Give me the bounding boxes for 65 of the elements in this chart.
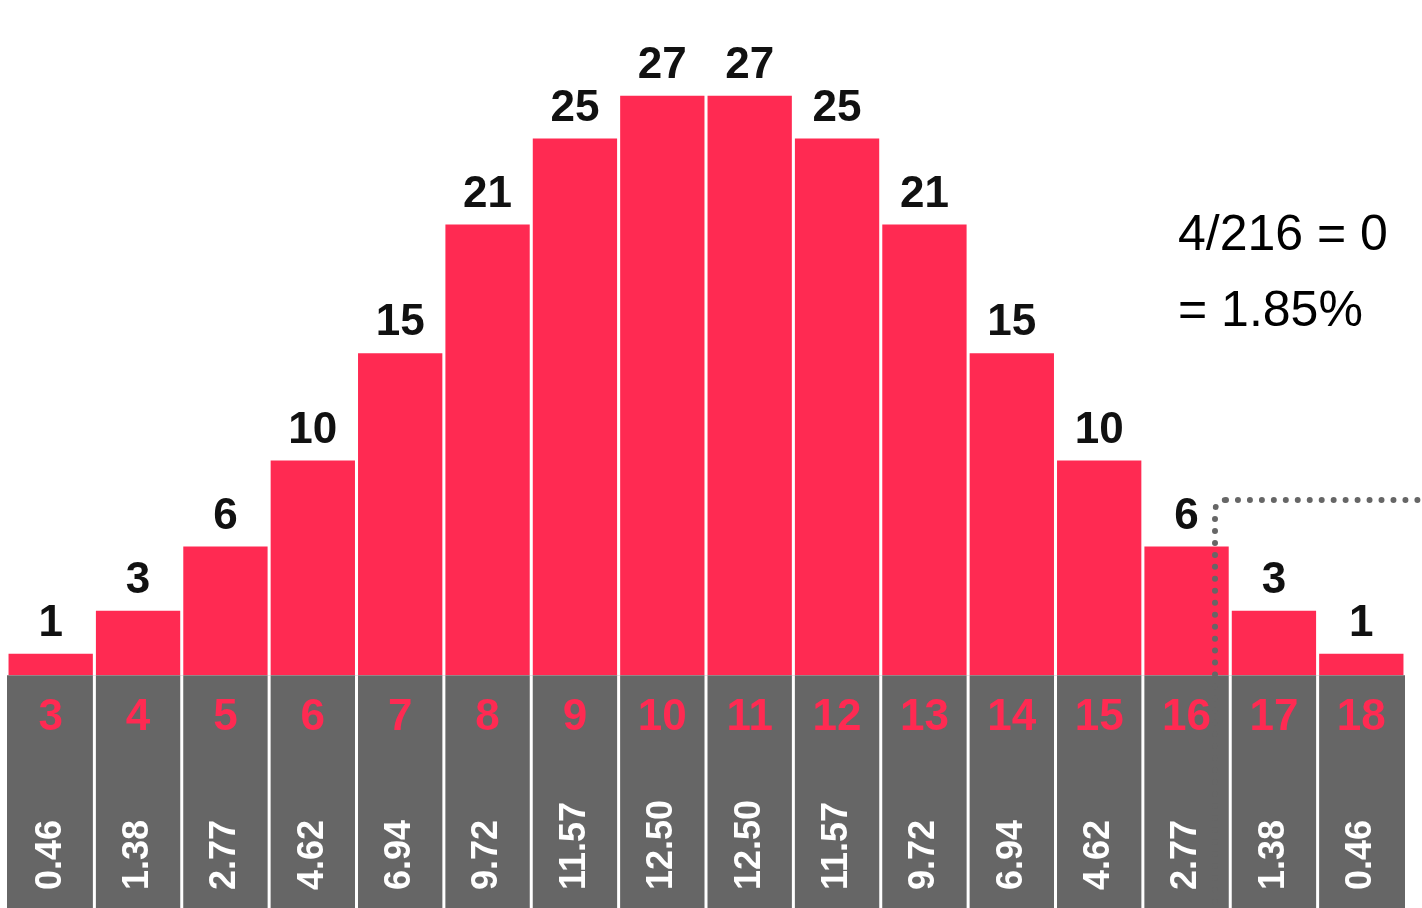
x-tick-label: 11: [726, 689, 773, 739]
bar: [8, 653, 93, 676]
bar: [183, 546, 268, 676]
data-label: 3: [1261, 552, 1287, 602]
data-label: 1: [1349, 595, 1374, 645]
text: 11.57: [813, 801, 855, 890]
text: 9.72: [464, 819, 506, 890]
bar: [1319, 653, 1404, 676]
bar: [1231, 610, 1317, 676]
x-tick-label: 4: [125, 689, 151, 739]
x-tick-label: 9: [562, 689, 588, 739]
text: 0.46: [1338, 819, 1380, 890]
data-label: 21: [463, 166, 513, 216]
text: 2.77: [1163, 819, 1205, 890]
text: 11.57: [551, 801, 593, 890]
text: 12.50: [639, 799, 681, 890]
x-tick-label: 17: [1249, 689, 1299, 739]
bar: [358, 353, 443, 676]
bar: [532, 138, 618, 676]
bar: [270, 460, 355, 676]
data-label: 10: [288, 402, 338, 452]
bar: [707, 95, 792, 676]
data-label: 27: [637, 37, 687, 87]
text: 6.94: [377, 819, 419, 890]
text: 4.62: [1076, 819, 1118, 890]
data-label: 10: [1074, 402, 1124, 452]
x-tick-label: 7: [387, 689, 413, 739]
text: 9.72: [901, 819, 943, 890]
bar: [969, 353, 1054, 676]
text: 6.94: [988, 819, 1030, 890]
bar: [1057, 460, 1142, 676]
bar: [95, 610, 181, 676]
data-label: 3: [125, 552, 151, 602]
annotation: = 1.85%: [1178, 281, 1363, 337]
bar: [794, 138, 880, 676]
x-tick-label: 3: [38, 689, 63, 739]
x-tick-label: 13: [899, 689, 949, 739]
text: 4.62: [289, 819, 331, 890]
x-tick-label: 16: [1162, 689, 1212, 739]
text: 0.46: [27, 819, 69, 890]
bar: [445, 224, 530, 676]
data-label: 27: [725, 37, 775, 87]
text: 1.38: [114, 819, 156, 890]
x-tick-label: 18: [1336, 689, 1386, 739]
x-tick-label: 10: [637, 689, 687, 739]
data-label: 25: [550, 80, 600, 130]
x-tick-label: 5: [213, 689, 238, 739]
x-tick-label: 8: [475, 689, 500, 739]
data-label: 6: [213, 488, 238, 538]
bar: [882, 224, 967, 676]
data-label: 15: [987, 295, 1037, 345]
text: 1.38: [1250, 819, 1292, 890]
text: 2.77: [202, 819, 244, 890]
bar: [620, 95, 705, 676]
x-tick-label: 14: [987, 689, 1037, 739]
x-tick-label: 6: [300, 689, 326, 739]
text: 12.50: [726, 799, 768, 890]
annotation: 4/216 = 0: [1178, 205, 1388, 261]
data-label: 21: [899, 166, 949, 216]
data-label: 1: [38, 595, 63, 645]
data-label: 25: [812, 80, 862, 130]
data-label: 15: [375, 295, 425, 345]
x-tick-label: 12: [812, 689, 862, 739]
data-label: 6: [1174, 488, 1199, 538]
x-tick-label: 15: [1074, 689, 1124, 739]
